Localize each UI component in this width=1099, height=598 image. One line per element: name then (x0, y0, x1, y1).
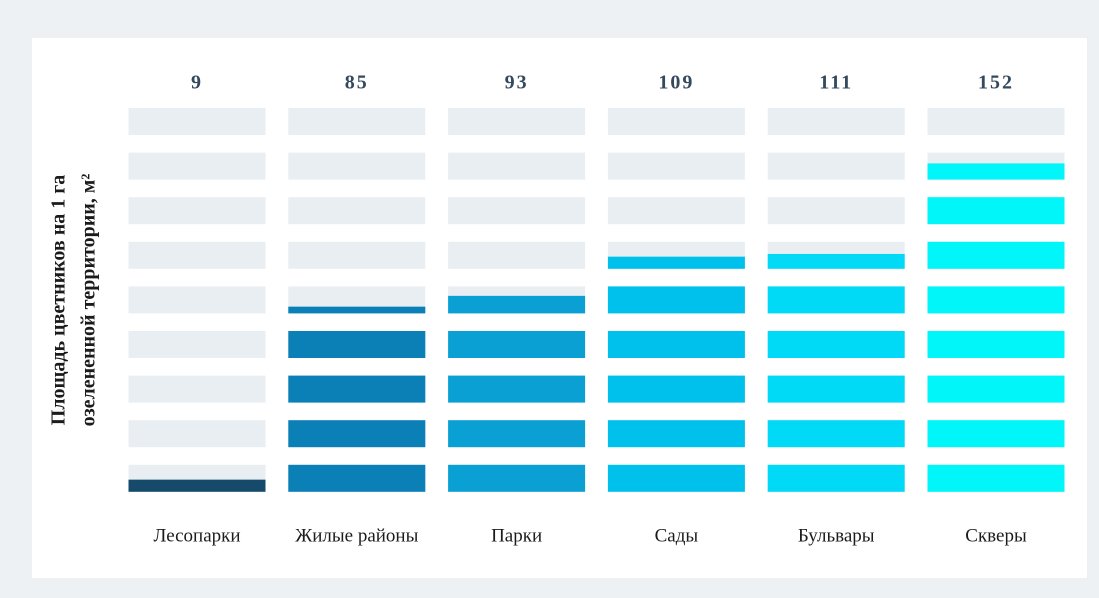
segment-bg (448, 197, 586, 225)
x-tick-label: Лесопарки (153, 525, 240, 546)
segment-bg (288, 197, 426, 225)
segment-bg (607, 152, 745, 180)
bar (927, 108, 1065, 492)
segment-bg (128, 375, 266, 403)
segment-bg (288, 152, 426, 180)
segment (448, 331, 586, 358)
segment-bg (767, 197, 905, 225)
segment (767, 464, 905, 492)
segment (448, 420, 586, 448)
segment-bg (128, 331, 266, 358)
value-label: 109 (658, 72, 694, 94)
segment (927, 163, 1065, 180)
segment (288, 331, 426, 358)
segment-bg (927, 108, 1065, 135)
bar (288, 108, 426, 492)
segment-bg (448, 241, 586, 269)
segment-bg (288, 241, 426, 269)
segment (927, 464, 1065, 492)
segment (288, 464, 426, 492)
segment (607, 286, 745, 314)
segment (288, 420, 426, 448)
value-label: 111 (819, 72, 853, 94)
segment-bg (288, 108, 426, 135)
segment-bg (128, 241, 266, 269)
x-tick-label: Скверы (965, 525, 1027, 546)
value-label: 85 (345, 72, 369, 94)
segment (607, 420, 745, 448)
segment-bg (767, 108, 905, 135)
segment-bg (607, 197, 745, 225)
segment (767, 286, 905, 314)
segment (448, 375, 586, 403)
segment-bg (128, 286, 266, 314)
bar (767, 108, 905, 492)
y-label-line: озелененной территории, м² (78, 174, 100, 427)
value-label: 93 (505, 72, 529, 94)
segment (448, 295, 586, 314)
bar (448, 108, 586, 492)
segment (288, 306, 426, 314)
segment (927, 197, 1065, 225)
segment (767, 253, 905, 269)
value-label: 152 (978, 72, 1014, 94)
segment-bg (767, 152, 905, 180)
segment (767, 375, 905, 403)
segment-bg (448, 152, 586, 180)
x-tick-label: Жилые районы (295, 525, 418, 546)
segment (927, 241, 1065, 269)
segment-bg (128, 197, 266, 225)
segment-bg (128, 108, 266, 135)
segment-bg (448, 108, 586, 135)
segment (927, 286, 1065, 314)
segment (767, 420, 905, 448)
segment (927, 331, 1065, 358)
segment (128, 479, 266, 492)
segment (767, 331, 905, 358)
x-tick-label: Бульвары (798, 525, 875, 546)
y-label-line: Площадь цветников на 1 га (48, 175, 70, 426)
segment (288, 375, 426, 403)
x-tick-label: Сады (655, 525, 699, 546)
bar (607, 108, 745, 492)
segment (927, 375, 1065, 403)
segment-bg (128, 420, 266, 448)
segment (607, 331, 745, 358)
segment (927, 420, 1065, 448)
segment (448, 464, 586, 492)
value-label: 9 (191, 72, 203, 94)
y-label: Площадь цветников на 1 га озелененной те… (48, 174, 100, 427)
segment (607, 464, 745, 492)
segment-bg (607, 108, 745, 135)
bar (128, 108, 266, 492)
segment (607, 256, 745, 269)
x-tick-label: Парки (491, 525, 542, 546)
segment-bg (128, 152, 266, 180)
segment (607, 375, 745, 403)
